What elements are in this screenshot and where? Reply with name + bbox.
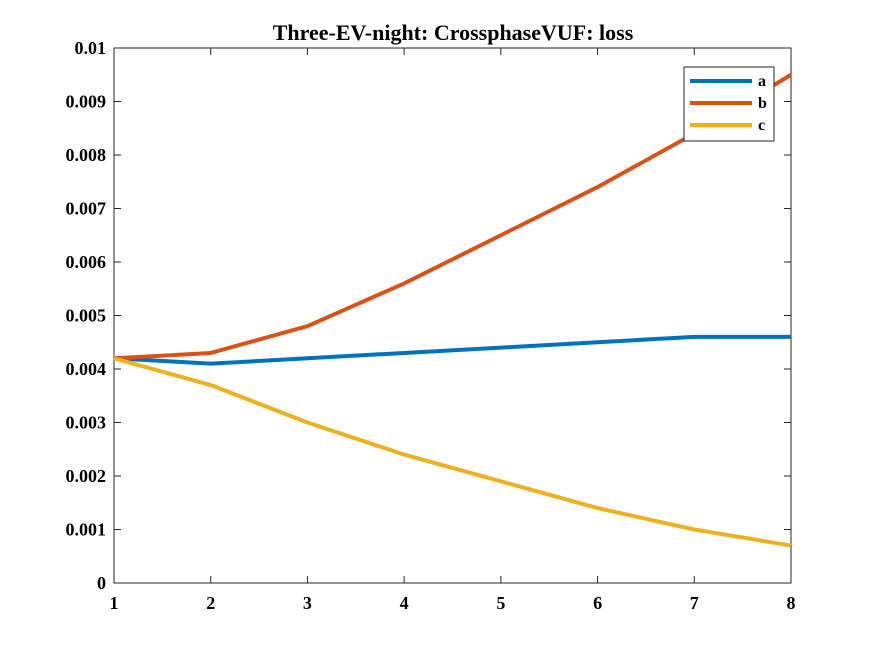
legend-label-c: c bbox=[758, 117, 765, 134]
axes: 1 2 3 4 5 6 7 8 0 0.001 0.002 0.003 0.004 0.005 0.006 0… bbox=[66, 38, 796, 613]
y-tick-label: 0.009 bbox=[66, 92, 107, 112]
legend-label-a: a bbox=[758, 73, 766, 90]
y-tick-label: 0.005 bbox=[66, 306, 107, 326]
y-tick-label: 0.002 bbox=[66, 466, 107, 486]
x-tick-label: 2 bbox=[206, 593, 215, 613]
y-tick-label: 0.006 bbox=[66, 252, 107, 272]
y-tick-label: 0.007 bbox=[66, 199, 107, 219]
legend-label-b: b bbox=[758, 95, 767, 112]
x-tick-label: 3 bbox=[303, 593, 312, 613]
legend: abc bbox=[683, 66, 775, 142]
x-tick-label: 8 bbox=[787, 593, 796, 613]
x-tick-label: 6 bbox=[593, 593, 602, 613]
y-tick-label: 0.004 bbox=[66, 359, 107, 379]
y-tick-label: 0.008 bbox=[66, 145, 107, 165]
series-layer bbox=[113, 73, 793, 548]
series-line-a bbox=[113, 334, 791, 366]
x-tick-label: 4 bbox=[400, 593, 409, 613]
y-tick-label: 0 bbox=[97, 573, 106, 593]
y-tick-label: 0.01 bbox=[75, 38, 107, 58]
series-line-c bbox=[113, 356, 792, 548]
y-tick-label: 0.003 bbox=[66, 413, 107, 433]
x-tick-label: 7 bbox=[690, 593, 699, 613]
chart-title: Three-EV-night: CrossphaseVUF: loss bbox=[273, 20, 634, 45]
x-tick-label: 5 bbox=[496, 593, 505, 613]
y-tick-label: 0.001 bbox=[66, 520, 107, 540]
series-line-b bbox=[113, 73, 793, 361]
x-tick-label: 1 bbox=[110, 593, 119, 613]
